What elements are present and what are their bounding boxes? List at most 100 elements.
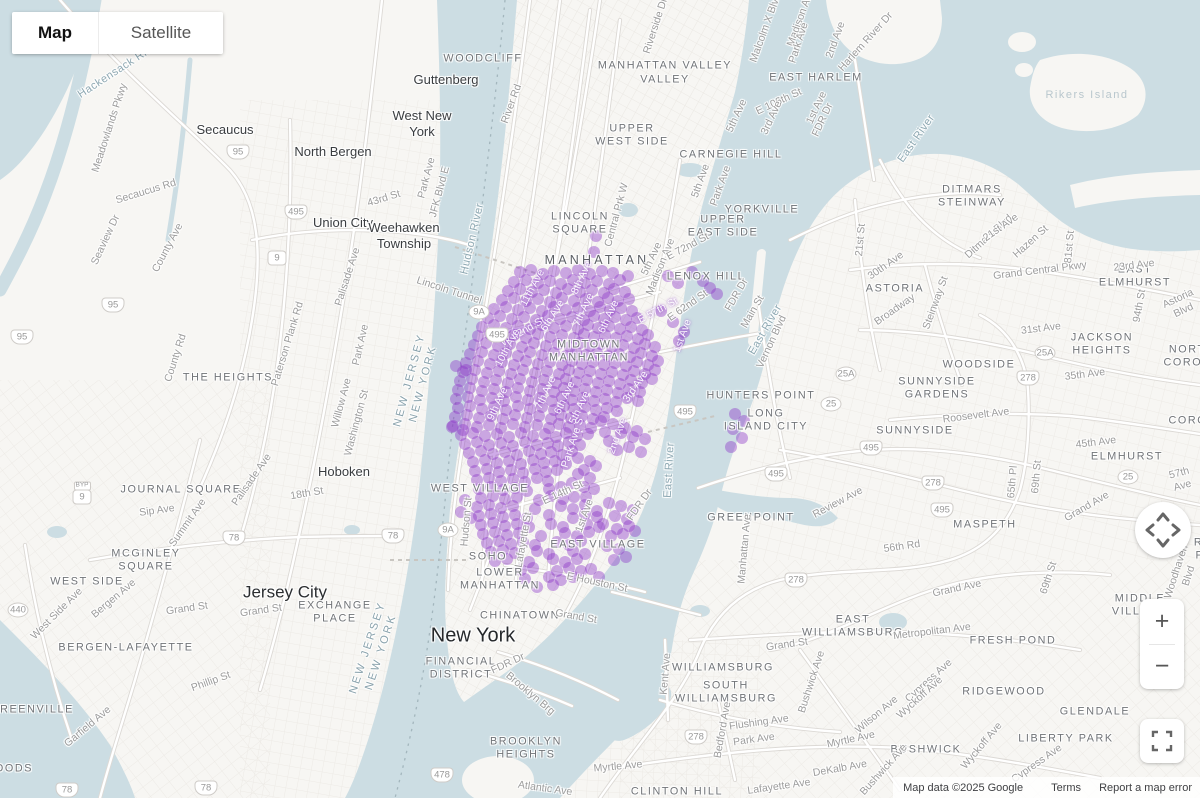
data-point [568, 295, 580, 307]
data-point [483, 419, 495, 431]
data-point [509, 547, 521, 559]
data-point [519, 436, 531, 448]
place-label: WEST VILLAGE [430, 482, 530, 495]
data-point [673, 335, 685, 347]
data-point [461, 409, 473, 421]
terms-link[interactable]: Terms [1051, 781, 1082, 794]
data-point [736, 432, 748, 444]
data-point [615, 500, 627, 512]
place-label: Union City [313, 214, 373, 230]
place-label: EXCHANGE PLACE [298, 599, 372, 625]
data-point [487, 517, 499, 529]
data-point [568, 403, 580, 415]
data-point [567, 545, 579, 557]
data-point [459, 438, 471, 450]
data-point [536, 319, 548, 331]
data-point [582, 319, 594, 331]
place-label: Guttenberg [413, 71, 479, 87]
place-label: JOURNAL SQUARE [120, 483, 242, 496]
report-error-link[interactable]: Report a map error [1099, 781, 1192, 794]
data-point [617, 528, 629, 540]
data-point [481, 537, 493, 549]
data-point [469, 364, 481, 376]
place-label: DITMARS STEINWAY [938, 183, 1006, 209]
data-point [512, 400, 524, 412]
place-label: LONG ISLAND CITY [723, 407, 809, 433]
data-point [485, 546, 497, 558]
data-point [585, 422, 597, 434]
data-point [579, 277, 591, 289]
route-shield: 25 [1117, 469, 1139, 485]
data-point [455, 429, 467, 441]
data-point [602, 350, 614, 362]
satellite-button[interactable]: Satellite [98, 12, 223, 54]
place-label: Jersey City [242, 582, 328, 602]
data-point [595, 338, 607, 350]
place-label: New York [430, 624, 516, 647]
data-point [500, 404, 512, 416]
data-point [489, 526, 501, 538]
data-point [543, 509, 555, 521]
data-point [497, 484, 509, 496]
data-point [738, 415, 750, 427]
data-point [611, 405, 623, 417]
zoom-in-button[interactable]: + [1154, 606, 1170, 635]
data-point [546, 395, 558, 407]
data-point [509, 509, 521, 521]
data-point [507, 440, 519, 452]
route-shield: 9A [437, 522, 459, 538]
data-point [620, 314, 632, 326]
data-point [484, 358, 496, 370]
data-point [465, 512, 477, 524]
data-point [475, 445, 487, 457]
data-point [483, 499, 495, 511]
data-point [534, 392, 546, 404]
data-point [584, 340, 596, 352]
fullscreen-button[interactable] [1140, 719, 1184, 763]
data-point [621, 513, 633, 525]
data-point [623, 293, 635, 305]
data-point [565, 412, 577, 424]
data-point [543, 483, 555, 495]
data-point [580, 293, 592, 305]
data-point [571, 530, 583, 542]
data-point [509, 409, 521, 421]
data-point [704, 282, 716, 294]
data-point [620, 360, 632, 372]
data-point [524, 302, 536, 314]
data-point [556, 449, 568, 461]
data-point [595, 415, 607, 427]
data-point [591, 275, 603, 287]
route-shield: 495 [859, 440, 883, 456]
data-point [560, 320, 572, 332]
data-point [556, 292, 568, 304]
data-point [469, 465, 481, 477]
data-point [450, 360, 462, 372]
data-point [580, 349, 592, 361]
data-point [506, 313, 518, 325]
data-point [511, 449, 523, 461]
data-point [612, 387, 624, 399]
data-point [646, 373, 658, 385]
data-point [555, 574, 567, 586]
data-point [632, 395, 644, 407]
data-point [588, 483, 600, 495]
data-point [544, 331, 556, 343]
place-label: Secaucus [196, 121, 254, 137]
data-point [473, 510, 485, 522]
zoom-out-button[interactable]: − [1154, 652, 1170, 681]
map-button[interactable]: Map [12, 12, 98, 54]
data-point [628, 342, 640, 354]
data-point [559, 556, 571, 568]
pan-control[interactable] [1135, 502, 1191, 558]
data-point [493, 466, 505, 478]
data-point [592, 377, 604, 389]
data-point [507, 500, 519, 512]
data-point [576, 410, 588, 422]
route-shield: 78 [381, 528, 405, 544]
place-label: FINANCIAL DISTRICT [425, 655, 497, 681]
place-label: MIDTOWN MANHATTAN [549, 338, 629, 364]
data-point [526, 286, 538, 298]
data-point [493, 535, 505, 547]
